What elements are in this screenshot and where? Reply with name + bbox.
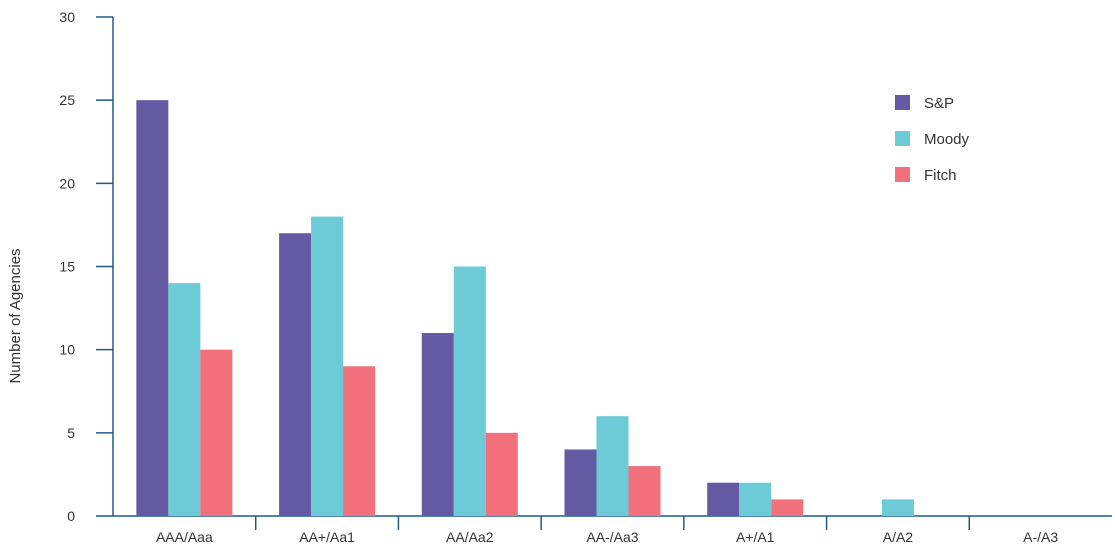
x-tick-label: AA-/Aa3 <box>586 529 638 545</box>
bar <box>628 466 661 516</box>
x-tick-label: A/A2 <box>883 529 914 545</box>
bars <box>136 100 914 517</box>
bar <box>168 283 201 516</box>
y-tick-label: 15 <box>59 259 75 275</box>
bar <box>279 233 312 516</box>
y-tick-label: 0 <box>67 508 75 524</box>
bar <box>739 482 772 516</box>
x-tick-label: A-/A3 <box>1023 529 1058 545</box>
y-axis: 0 5 10 15 20 25 30 <box>59 9 114 524</box>
legend-label: S&P <box>924 95 954 112</box>
bar <box>453 266 486 516</box>
y-tick-label: 20 <box>59 175 75 191</box>
bar <box>564 449 597 516</box>
bar <box>311 216 344 516</box>
bar <box>343 366 376 516</box>
bar <box>596 416 629 516</box>
bar <box>881 499 914 516</box>
legend-label: Fitch <box>924 167 957 184</box>
bar <box>421 333 454 516</box>
x-tick-label: AA+/Aa1 <box>299 529 355 545</box>
y-tick-label: 5 <box>67 425 75 441</box>
legend: S&P Moody Fitch <box>895 95 970 184</box>
legend-label: Moody <box>924 131 970 148</box>
bar <box>485 432 518 516</box>
legend-swatch <box>895 95 910 110</box>
x-tick-label: A+/A1 <box>736 529 775 545</box>
y-tick-label: 10 <box>59 342 75 358</box>
y-axis-title: Number of Agencies <box>7 248 24 383</box>
legend-swatch <box>895 167 910 182</box>
x-axis: AAA/Aaa AA+/Aa1 AA/Aa2 AA-/Aa3 A+/A1 A/A2 A-/A… <box>113 515 1112 545</box>
legend-swatch <box>895 131 910 146</box>
x-tick-label: AAA/Aaa <box>156 529 213 545</box>
y-tick-label: 25 <box>59 92 75 108</box>
bar <box>707 482 740 516</box>
bar <box>200 349 233 516</box>
bar <box>771 499 804 516</box>
bar <box>136 100 169 517</box>
x-tick-label: AA/Aa2 <box>446 529 494 545</box>
y-tick-label: 30 <box>59 9 75 25</box>
